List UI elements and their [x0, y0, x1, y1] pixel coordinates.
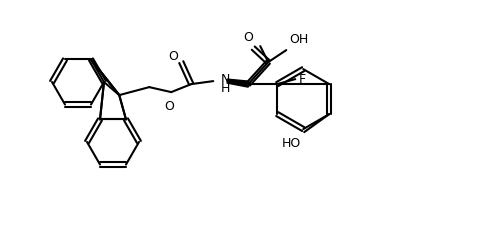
Text: HO: HO: [282, 137, 301, 150]
Text: O: O: [164, 100, 174, 113]
Text: H: H: [221, 82, 230, 95]
Text: OH: OH: [289, 33, 308, 46]
Text: N: N: [221, 73, 230, 86]
Text: O: O: [168, 50, 178, 63]
Polygon shape: [227, 79, 248, 87]
Text: O: O: [244, 31, 253, 44]
Text: F: F: [298, 73, 306, 86]
